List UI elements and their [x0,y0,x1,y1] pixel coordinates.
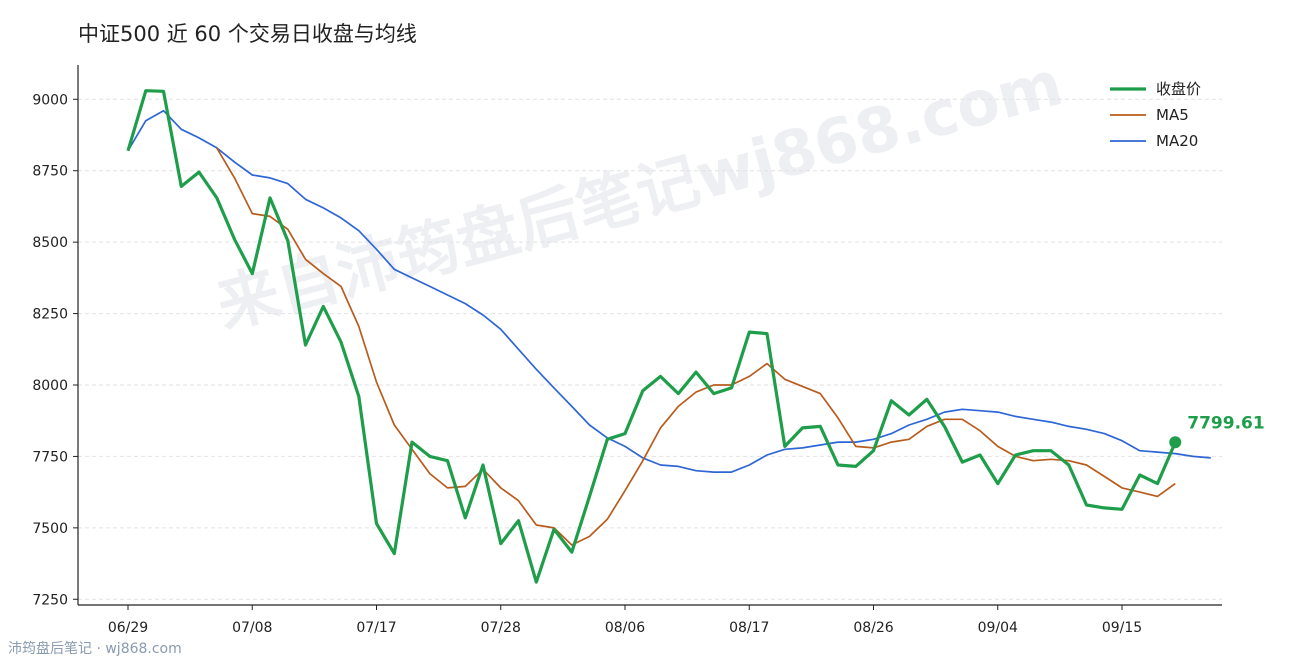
x-tick-label-8: 09/15 [1102,620,1142,636]
x-tick-label-7: 09/04 [978,620,1018,636]
y-tick-label-2: 7750 [32,449,68,465]
last-close-label: 7799.61 [1187,413,1264,433]
watermark-text: 来自沛筠盘后笔记wj868.com [209,46,1070,342]
series-line-close [126,89,1177,584]
legend: 收盘价 MA5 MA20 [1110,80,1201,150]
last-close-point [1169,436,1182,449]
watermark: 来自沛筠盘后笔记wj868.com [209,46,1070,342]
axes: 7250 7500 7750 8000 8250 8500 8750 9000 06/29 07/… [32,65,1222,636]
y-tick-label-1: 7500 [32,521,68,537]
x-tick-label-3: 07/28 [481,620,521,636]
y-tick-label-3: 8000 [32,378,68,394]
y-tick-label-7: 9000 [32,92,68,108]
series-line-ma20 [127,109,1211,473]
x-tick-label-0: 06/29 [108,620,148,636]
x-tick-label-2: 07/17 [356,620,396,636]
x-tick-label-1: 07/08 [232,620,272,636]
footer-credit: 沛筠盘后笔记 · wj868.com [8,641,182,657]
x-tick-label-6: 08/26 [853,620,893,636]
legend-label-ma20: MA20 [1156,132,1198,150]
legend-label-close: 收盘价 [1156,80,1201,98]
y-tick-label-5: 8500 [32,235,68,251]
y-tick-label-6: 8750 [32,164,68,180]
series-lines: 7799.61 [126,89,1265,584]
y-tick-label-4: 8250 [32,307,68,323]
chart-title: 中证500 近 60 个交易日收盘与均线 [78,22,417,46]
y-tick-label-0: 7250 [32,592,68,608]
x-tick-label-4: 08/06 [605,620,645,636]
legend-label-ma5: MA5 [1156,106,1189,124]
x-tick-label-5: 08/17 [729,620,769,636]
grid [78,98,1222,600]
